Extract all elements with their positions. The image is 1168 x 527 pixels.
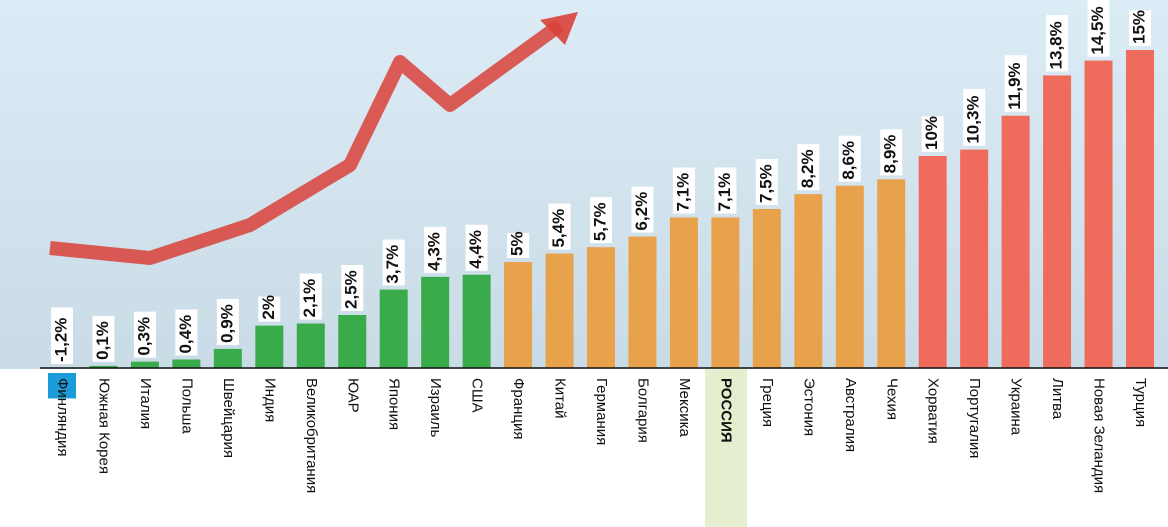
value-label: 5,7% xyxy=(590,202,609,241)
value-label: 10% xyxy=(922,116,941,150)
value-label: 5% xyxy=(508,231,527,256)
category-label: РОССИЯ xyxy=(717,378,734,443)
category-label: ЮАР xyxy=(344,378,361,413)
value-label: 6,2% xyxy=(632,192,651,231)
bar xyxy=(297,323,325,368)
value-label: 15% xyxy=(1129,10,1148,44)
category-label: Хорватия xyxy=(925,378,942,444)
category-label: Мексика xyxy=(676,378,693,438)
value-label: 0,1% xyxy=(93,321,112,360)
value-label: 11,9% xyxy=(1005,62,1024,109)
bar xyxy=(711,217,739,368)
bar xyxy=(587,247,615,368)
bar xyxy=(1126,50,1154,368)
value-label: 2,5% xyxy=(342,270,361,309)
category-label: Португалия xyxy=(966,378,983,458)
bar xyxy=(214,349,242,368)
bar xyxy=(1085,61,1113,368)
bar xyxy=(753,209,781,368)
bar xyxy=(338,315,366,368)
category-label: Израиль xyxy=(427,378,444,437)
bar xyxy=(172,360,200,368)
bar xyxy=(877,179,905,368)
category-label: Чехия xyxy=(883,378,900,420)
bar xyxy=(919,156,947,368)
category-label: Болгария xyxy=(634,378,651,443)
value-label: 2,1% xyxy=(300,279,319,318)
value-label: 5,4% xyxy=(549,209,568,248)
bar xyxy=(628,237,656,368)
category-label: Германия xyxy=(593,378,610,445)
value-label: 13,8% xyxy=(1047,21,1066,69)
category-label: Швейцария xyxy=(220,378,237,458)
category-label: Италия xyxy=(137,378,154,429)
value-label: 7,1% xyxy=(673,173,692,212)
category-label: Великобритания xyxy=(303,378,320,493)
value-label: 14,5% xyxy=(1088,6,1107,54)
value-label: 7,5% xyxy=(756,164,775,203)
bar xyxy=(546,254,574,368)
category-label: Греция xyxy=(759,378,776,427)
bar xyxy=(131,362,159,368)
bar xyxy=(463,275,491,368)
category-label: Южная Корея xyxy=(95,378,112,474)
value-label: 8,6% xyxy=(839,141,858,180)
value-label: -1,2% xyxy=(51,318,70,362)
category-label: Япония xyxy=(386,378,403,430)
bar xyxy=(1002,116,1030,368)
category-label: Франция xyxy=(510,378,527,439)
bar xyxy=(421,277,449,368)
value-label: 8,2% xyxy=(798,149,817,188)
category-label: Китай xyxy=(552,378,569,419)
value-label: 0,3% xyxy=(134,317,153,356)
value-label: 10,3% xyxy=(964,95,983,143)
background xyxy=(0,0,1168,527)
bar xyxy=(255,326,283,368)
value-label: 8,9% xyxy=(881,135,900,174)
category-label: Украина xyxy=(1008,378,1025,436)
bar xyxy=(1043,75,1071,368)
category-label: Индия xyxy=(261,378,278,422)
value-label: 0,9% xyxy=(217,304,236,343)
value-label: 4,3% xyxy=(425,232,444,271)
chart: -1,2% Финляндия 0,1% Южная Корея 0,3% Италия 0… xyxy=(0,0,1168,527)
value-label: 4,4% xyxy=(466,230,485,269)
value-label: 0,4% xyxy=(176,315,195,354)
bar xyxy=(836,186,864,368)
category-label: Литва xyxy=(1049,378,1066,420)
category-label: Эстония xyxy=(800,378,817,436)
category-label: Польша xyxy=(178,378,195,434)
category-label: Турция xyxy=(1132,378,1149,427)
category-label: Финляндия xyxy=(54,378,71,456)
value-label: 7,1% xyxy=(715,173,734,212)
value-label: 2% xyxy=(259,295,278,320)
value-label: 3,7% xyxy=(383,245,402,284)
bar xyxy=(670,217,698,368)
bar xyxy=(960,150,988,368)
category-label: США xyxy=(469,378,486,413)
category-label: Новая Зеландия xyxy=(1091,378,1108,493)
bar xyxy=(504,262,532,368)
bar xyxy=(794,194,822,368)
category-label: Австралия xyxy=(842,378,859,452)
bar xyxy=(380,290,408,368)
